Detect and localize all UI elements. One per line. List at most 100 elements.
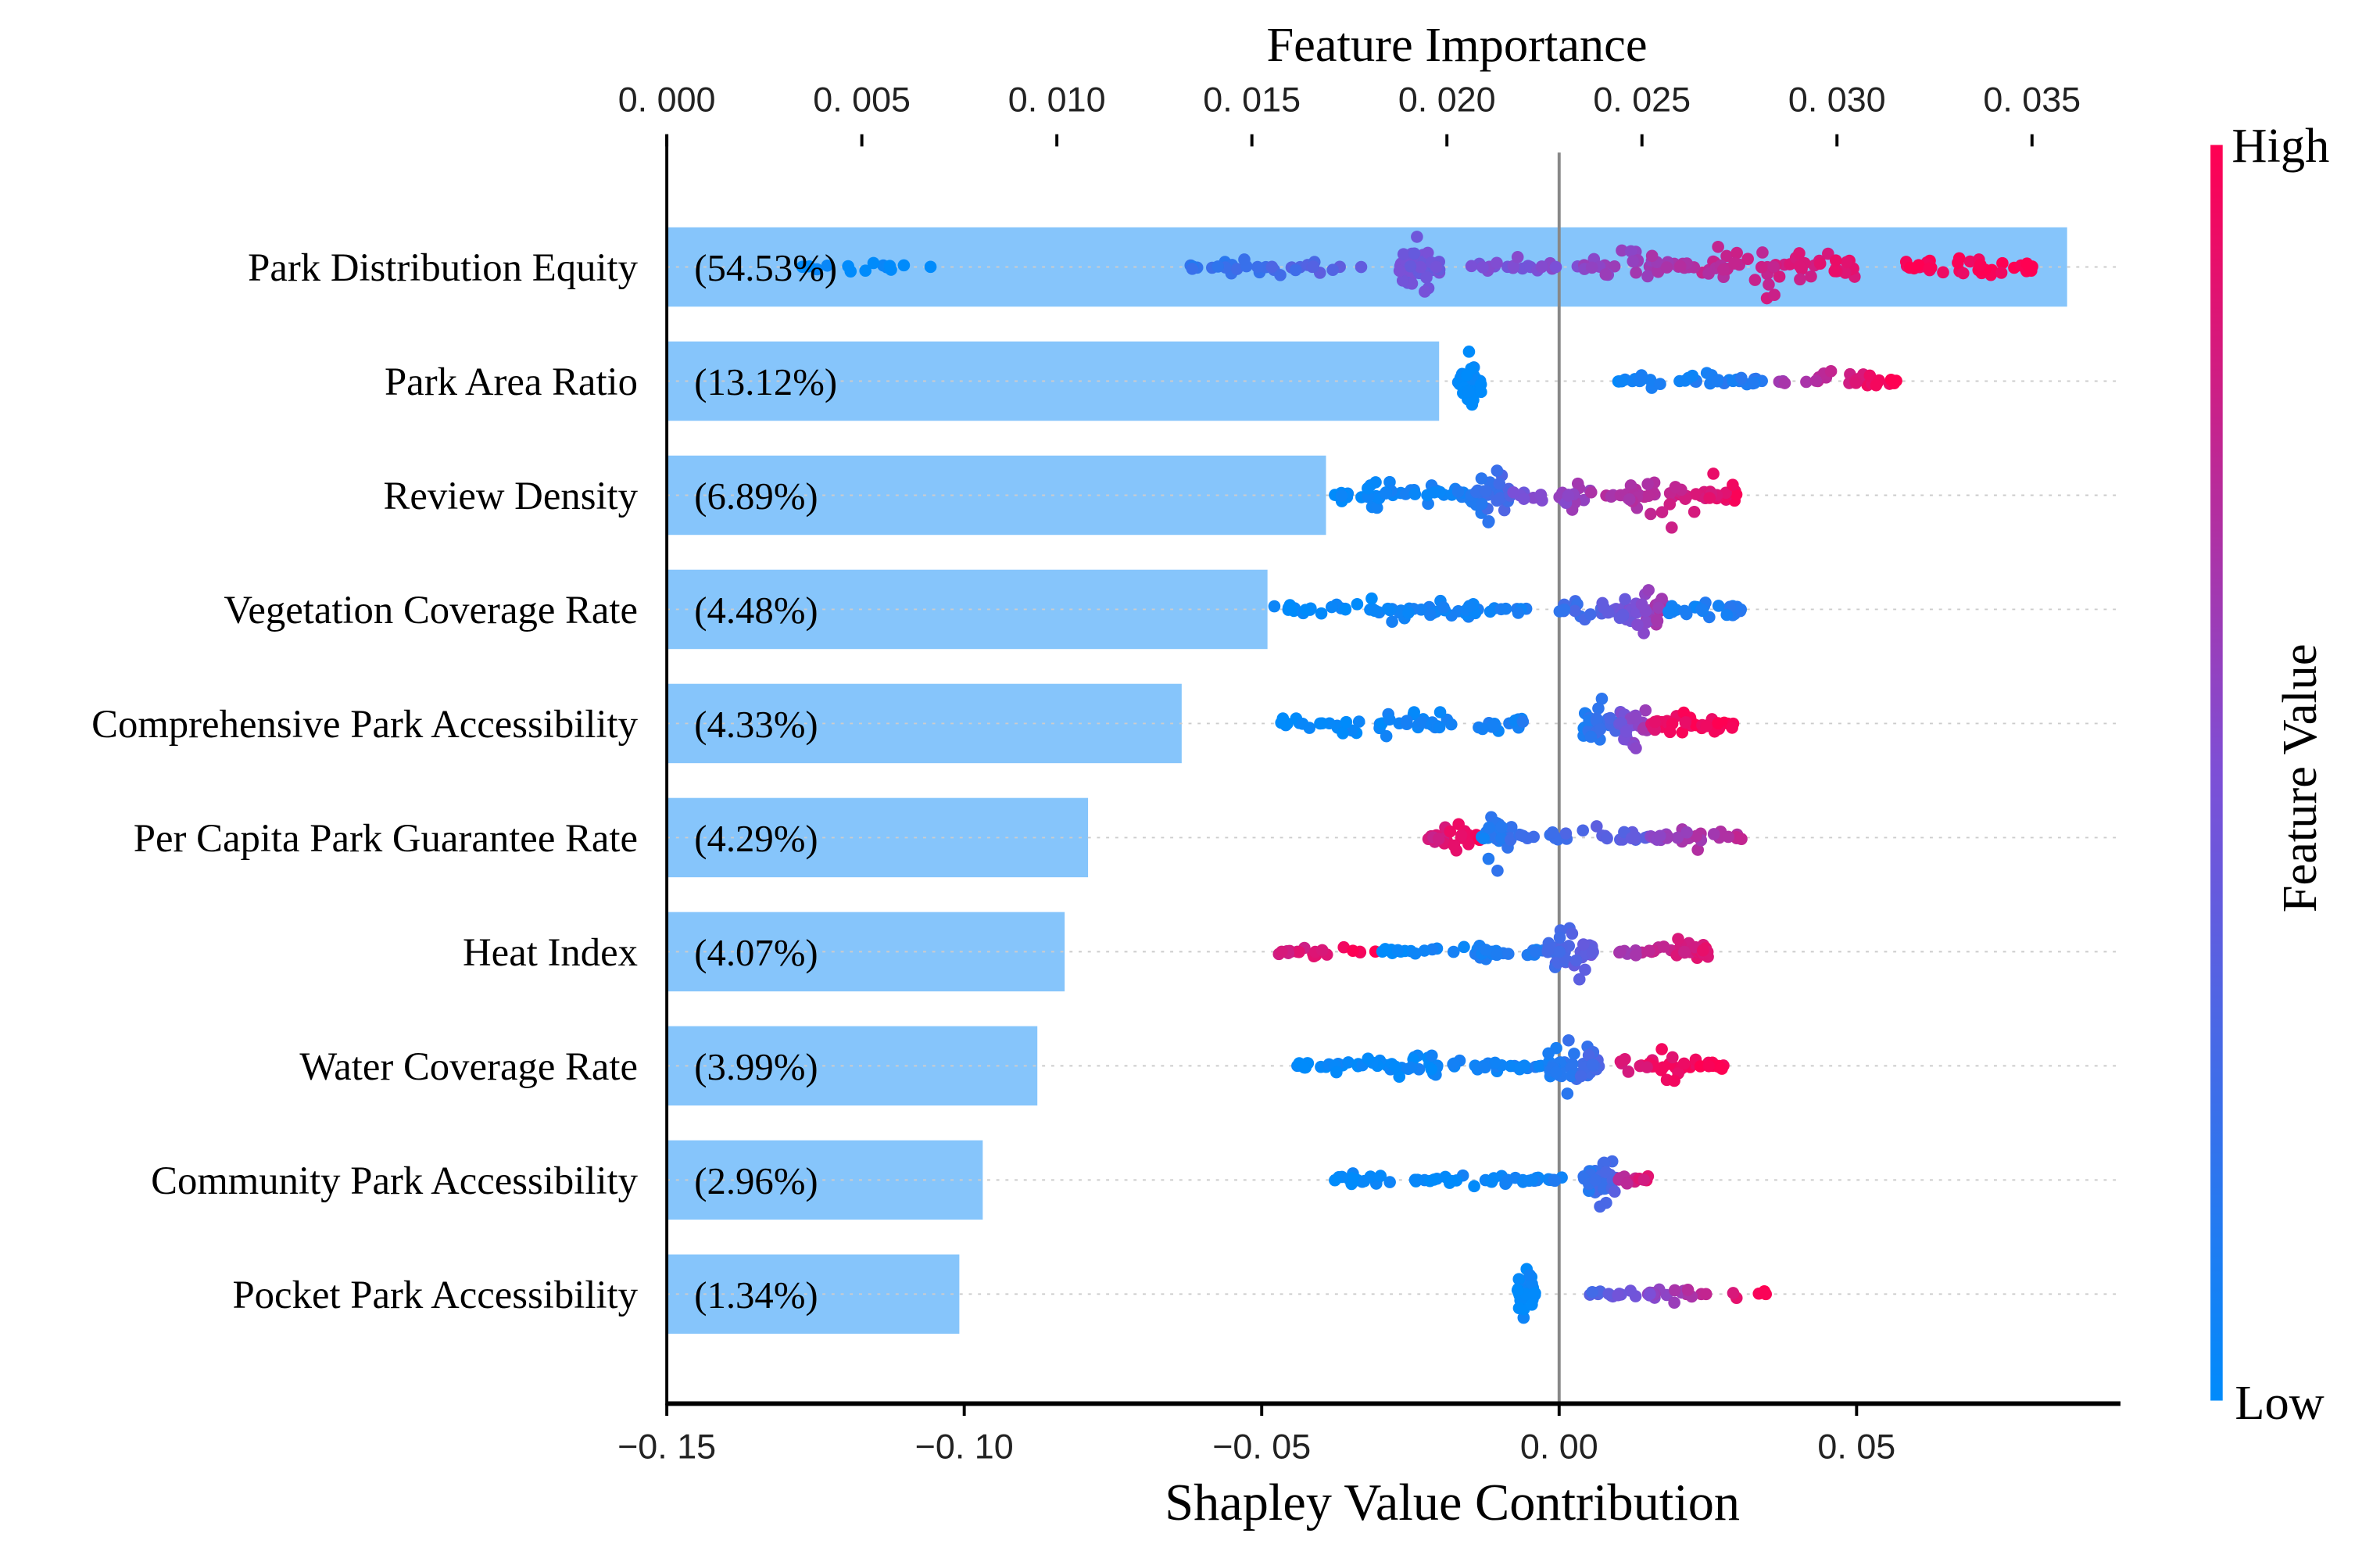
beeswarm-point xyxy=(1362,1052,1375,1066)
beeswarm-point xyxy=(1624,245,1637,258)
beeswarm-point xyxy=(1477,832,1490,845)
beeswarm-point xyxy=(1495,820,1508,833)
beeswarm-point xyxy=(1414,260,1427,274)
beeswarm-point xyxy=(1628,711,1641,724)
beeswarm-point xyxy=(1741,253,1754,265)
beeswarm-point xyxy=(1337,940,1351,954)
beeswarm-point xyxy=(1549,260,1562,274)
beeswarm-point xyxy=(1620,1177,1634,1190)
beeswarm-point xyxy=(1630,266,1642,279)
beeswarm-point xyxy=(1952,256,1964,269)
bottom-tick-label: −0. 15 xyxy=(617,1427,716,1467)
beeswarm-point xyxy=(1460,368,1473,382)
beeswarm-point xyxy=(1362,490,1374,503)
beeswarm-point xyxy=(1652,601,1665,614)
beeswarm-point xyxy=(1493,477,1506,490)
beeswarm-point xyxy=(1393,264,1406,278)
beeswarm-point xyxy=(1656,1061,1670,1074)
beeswarm-point xyxy=(1251,260,1264,274)
beeswarm-point xyxy=(1505,821,1518,833)
beeswarm-point xyxy=(1501,948,1515,960)
beeswarm-point xyxy=(1601,832,1613,845)
beeswarm-point xyxy=(1419,285,1431,298)
beeswarm-point xyxy=(1599,268,1612,281)
beeswarm-point xyxy=(1678,604,1691,618)
feature-name: Vegetation Coverage Rate xyxy=(224,588,638,632)
feature-name: Pocket Park Accessibility xyxy=(232,1273,638,1317)
beeswarm-point xyxy=(1415,715,1429,729)
beeswarm-point xyxy=(1339,603,1352,616)
top-tick-label: 0. 020 xyxy=(1398,79,1496,119)
beeswarm-point xyxy=(1660,261,1673,274)
beeswarm-point xyxy=(1628,832,1641,845)
beeswarm-point xyxy=(1707,828,1720,840)
top-tick-label: 0. 030 xyxy=(1788,79,1886,119)
beeswarm-point xyxy=(1404,260,1417,273)
bottom-tick-label: 0. 00 xyxy=(1520,1427,1598,1467)
feature-name: Heat Index xyxy=(463,930,638,974)
beeswarm-point xyxy=(1616,244,1628,257)
beeswarm-point xyxy=(1480,944,1492,956)
beeswarm-point xyxy=(1381,602,1394,615)
beeswarm-point xyxy=(1444,718,1458,731)
beeswarm-point xyxy=(1974,258,1987,271)
beeswarm-point xyxy=(1767,260,1780,273)
beeswarm-point xyxy=(1586,947,1599,959)
beeswarm-point xyxy=(1594,1200,1606,1213)
beeswarm-point xyxy=(1486,719,1498,733)
beeswarm-point xyxy=(1735,833,1748,845)
beeswarm-point xyxy=(1584,730,1598,743)
beeswarm-point xyxy=(1690,488,1702,500)
beeswarm-point xyxy=(1397,248,1410,260)
beeswarm-point xyxy=(1574,1069,1587,1083)
beeswarm-point xyxy=(1712,600,1725,612)
beeswarm-point xyxy=(1526,1173,1539,1187)
beeswarm-point xyxy=(1512,1302,1526,1315)
beeswarm-point xyxy=(1408,247,1421,260)
beeswarm-point xyxy=(1677,1057,1691,1070)
beeswarm-point xyxy=(1523,1269,1536,1281)
beeswarm-point xyxy=(1380,487,1392,500)
beeswarm-point xyxy=(1716,1062,1728,1075)
importance-percent-label: (4.33%) xyxy=(694,704,818,746)
top-tick-label: 0. 035 xyxy=(1983,79,2081,119)
beeswarm-point xyxy=(1484,1175,1498,1188)
beeswarm-point xyxy=(1668,1074,1680,1087)
beeswarm-point xyxy=(1499,1177,1512,1191)
beeswarm-point xyxy=(1511,1284,1524,1297)
beeswarm-point xyxy=(1565,1069,1578,1083)
beeswarm-point xyxy=(1325,600,1338,614)
beeswarm-point xyxy=(1937,266,1949,279)
beeswarm-point xyxy=(1475,472,1488,485)
bottom-tick-label: −0. 10 xyxy=(915,1427,1014,1467)
top-axis-ticks: 0. 000 0. 005 0. 010 0. 015 0. 020 0. 025 0. 0… xyxy=(618,79,2081,147)
beeswarm-point xyxy=(1639,704,1652,717)
beeswarm-point xyxy=(1631,618,1644,631)
beeswarm-point xyxy=(1465,260,1478,273)
beeswarm-point xyxy=(1315,944,1329,957)
beeswarm-point xyxy=(1673,260,1687,273)
beeswarm-point xyxy=(1421,246,1434,260)
beeswarm-point xyxy=(1657,940,1670,953)
beeswarm-point xyxy=(1541,944,1555,957)
beeswarm-point xyxy=(1558,604,1571,616)
beeswarm-point xyxy=(1507,485,1520,499)
beeswarm-point xyxy=(1329,1173,1341,1187)
beeswarm-point xyxy=(1383,1176,1396,1188)
beeswarm-point xyxy=(1712,240,1724,253)
beeswarm-point xyxy=(2020,257,2034,270)
beeswarm-point xyxy=(1678,945,1691,958)
beeswarm-point xyxy=(844,265,857,278)
beeswarm-point xyxy=(1374,1170,1387,1182)
beeswarm-point xyxy=(1211,260,1225,273)
beeswarm-point xyxy=(1679,716,1692,729)
beeswarm-point xyxy=(1370,501,1383,514)
beeswarm-point xyxy=(1711,374,1723,388)
beeswarm-point xyxy=(1337,727,1349,740)
beeswarm-point xyxy=(859,264,872,278)
beeswarm-point xyxy=(1568,1048,1580,1060)
beeswarm-point xyxy=(1577,938,1590,951)
top-tick-label: 0. 010 xyxy=(1008,79,1106,119)
beeswarm-point xyxy=(1995,267,2008,279)
beeswarm-point xyxy=(1747,377,1759,390)
